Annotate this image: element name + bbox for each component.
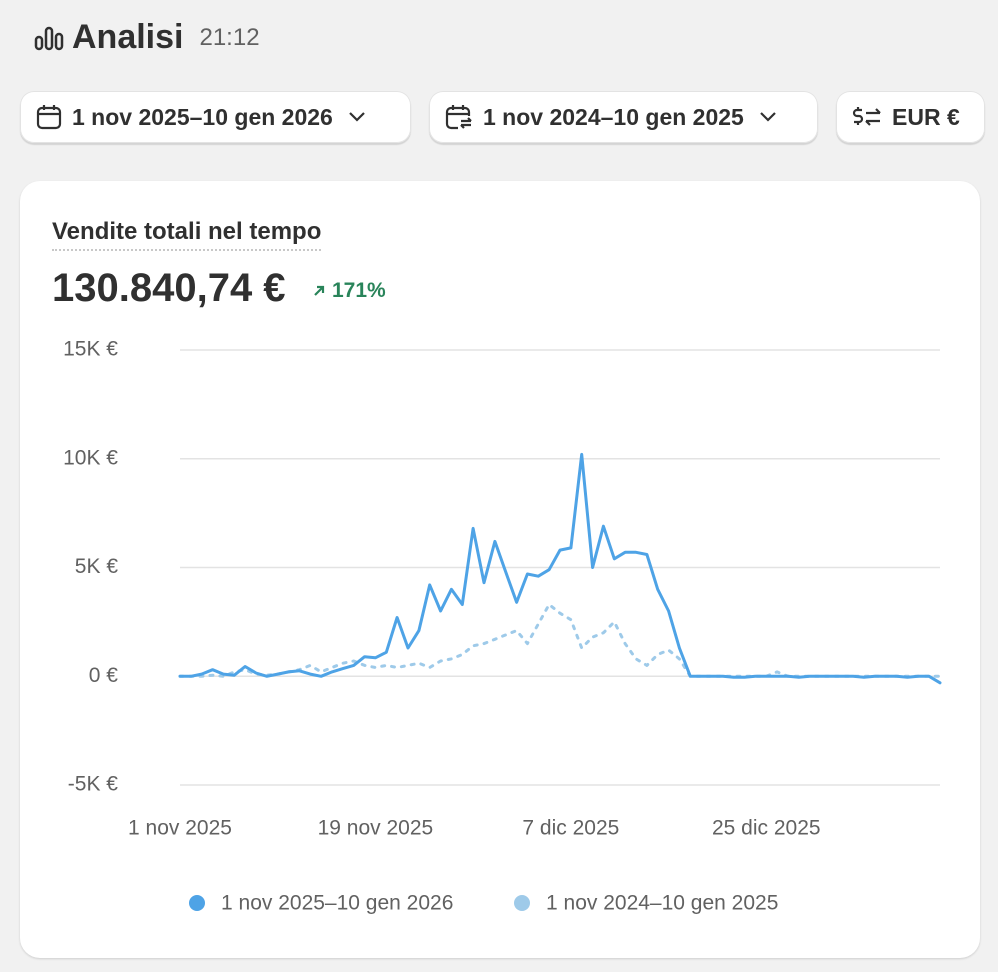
legend-label: 1 nov 2024–10 gen 2025: [546, 892, 778, 915]
date-range: 1 nov 2025–10 gen 2026: [72, 103, 333, 130]
y-tick-label: 0 €: [89, 664, 119, 687]
chevron: [349, 112, 365, 122]
up-arrow: [314, 285, 325, 296]
y-tick-label: 15K €: [63, 338, 118, 361]
change-value: 171%: [332, 279, 386, 302]
change: 171%: [312, 279, 386, 303]
currency-button[interactable]: EUR €: [836, 91, 985, 143]
compare-range: 1 nov 2024–10 gen 2025: [483, 103, 744, 130]
calendar-compare-icon: [445, 105, 472, 130]
chevron: [760, 112, 776, 122]
y-tick-label: -5K €: [68, 773, 119, 796]
currency: EUR €: [892, 103, 960, 130]
total-value: 130.840,74 €: [52, 266, 286, 310]
x-tick-label: 7 dic 2025: [522, 817, 619, 840]
card-title[interactable]: Vendite totali nel tempo: [52, 218, 322, 251]
legend-label: 1 nov 2025–10 gen 2026: [221, 892, 453, 915]
x-tick-label: 1 nov 2025: [128, 817, 232, 840]
x-tick-label: 19 nov 2025: [318, 817, 434, 840]
legend-marker: [189, 895, 205, 911]
series-line: [178, 452, 942, 685]
series-line: [178, 603, 942, 678]
legend-marker: [514, 895, 530, 911]
calendar-icon: [36, 105, 62, 130]
header: Analisi 21:12: [34, 18, 260, 57]
chart-card: [20, 181, 980, 958]
date-range-button[interactable]: 1 nov 2025–10 gen 2026: [20, 91, 411, 143]
currency-icon: [852, 107, 881, 126]
time: 21:12: [199, 23, 260, 51]
x-tick-label: 25 dic 2025: [712, 817, 821, 840]
compare-range-button[interactable]: 1 nov 2024–10 gen 2025: [429, 91, 818, 143]
y-tick-label: 5K €: [75, 555, 119, 578]
analytics-icon: [34, 26, 64, 50]
page-title: Analisi: [72, 18, 184, 56]
y-tick-label: 10K €: [63, 446, 118, 469]
